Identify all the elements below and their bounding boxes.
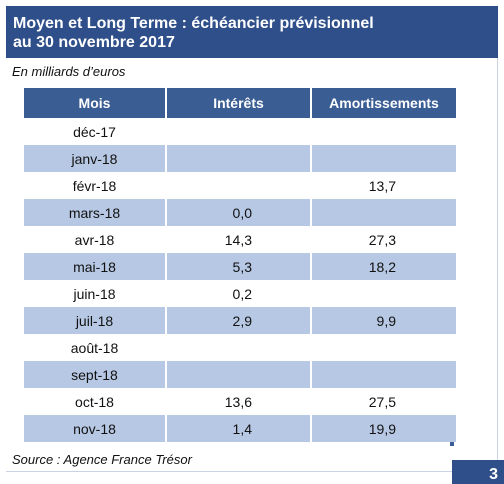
corner-marker — [450, 442, 454, 446]
title-banner: Moyen et Long Terme : échéancier prévisi… — [6, 6, 498, 58]
cell-amortissements — [310, 199, 456, 226]
cell-amortissements: 18,2 — [310, 253, 456, 280]
cell-interets: 14,3 — [165, 226, 311, 253]
column-header-interets: Intérêts — [165, 88, 311, 118]
table-body: déc-17 janv-18 févr-18 13,7 mars-18 0,0 avr-18… — [24, 118, 456, 442]
cell-amortissements: 19,9 — [310, 415, 456, 442]
table-row: févr-18 13,7 — [24, 172, 456, 199]
cell-mois: juil-18 — [24, 307, 166, 334]
cell-interets — [165, 145, 311, 172]
cell-mois: août-18 — [70, 339, 119, 356]
column-header-amortissements: Amortissements — [310, 88, 456, 118]
cell-amortissements — [310, 361, 456, 388]
table-header-row: Mois Intérêts Amortissements — [24, 88, 456, 118]
cell-interets: 1,4 — [165, 415, 311, 442]
schedule-table: Mois Intérêts Amortissements déc-17 janv-… — [24, 88, 456, 442]
title-line-1: Moyen et Long Terme : échéancier prévisi… — [13, 15, 374, 32]
cell-mois: nov-18 — [24, 415, 166, 442]
table-row: août-18 — [24, 334, 456, 361]
table-row: mai-18 5,3 18,2 — [24, 253, 456, 280]
table-row: juil-18 2,9 9,9 — [24, 307, 456, 334]
source-note: Source : Agence France Trésor — [12, 452, 192, 467]
table-row: déc-17 — [24, 118, 456, 145]
table-row: avr-18 14,3 27,3 — [24, 226, 456, 253]
cell-amortissements: 27,3 — [310, 226, 456, 253]
cell-mois: mars-18 — [24, 199, 166, 226]
cell-mois: juin-18 — [73, 285, 116, 302]
cell-mois: avr-18 — [74, 231, 115, 248]
cell-amortissements — [310, 334, 456, 361]
page-title: Moyen et Long Terme : échéancier prévisi… — [13, 14, 374, 52]
cell-amortissements: 9,9 — [310, 307, 456, 334]
table-row: sept-18 — [24, 361, 456, 388]
cell-mois: oct-18 — [75, 393, 114, 410]
cell-interets: 13,6 — [165, 388, 311, 415]
cell-amortissements — [310, 118, 456, 145]
table-row: juin-18 0,2 — [24, 280, 456, 307]
cell-interets: 2,9 — [165, 307, 311, 334]
content-frame — [6, 58, 498, 472]
cell-interets — [165, 118, 311, 145]
cell-amortissements — [310, 145, 456, 172]
cell-mois: févr-18 — [72, 177, 117, 194]
cell-amortissements: 13,7 — [310, 172, 456, 199]
table-row: oct-18 13,6 27,5 — [24, 388, 456, 415]
unit-label: En milliards d’euros — [12, 64, 126, 79]
cell-amortissements — [310, 280, 456, 307]
page-number: 3 — [489, 466, 498, 483]
page-number-tab: 3 — [452, 460, 504, 484]
cell-mois: déc-17 — [73, 123, 116, 140]
cell-interets — [165, 172, 311, 199]
cell-mois: mai-18 — [24, 253, 166, 280]
table-row: nov-18 1,4 19,9 — [24, 415, 456, 442]
cell-mois: sept-18 — [24, 361, 166, 388]
table-row: janv-18 — [24, 145, 456, 172]
title-line-2: au 30 novembre 2017 — [13, 34, 175, 51]
cell-mois: janv-18 — [24, 145, 166, 172]
cell-amortissements: 27,5 — [310, 388, 456, 415]
cell-interets: 0,2 — [165, 280, 311, 307]
cell-interets — [165, 334, 311, 361]
column-header-mois: Mois — [24, 88, 166, 118]
cell-interets: 0,0 — [165, 199, 311, 226]
table-row: mars-18 0,0 — [24, 199, 456, 226]
cell-interets: 5,3 — [165, 253, 311, 280]
cell-interets — [165, 361, 311, 388]
